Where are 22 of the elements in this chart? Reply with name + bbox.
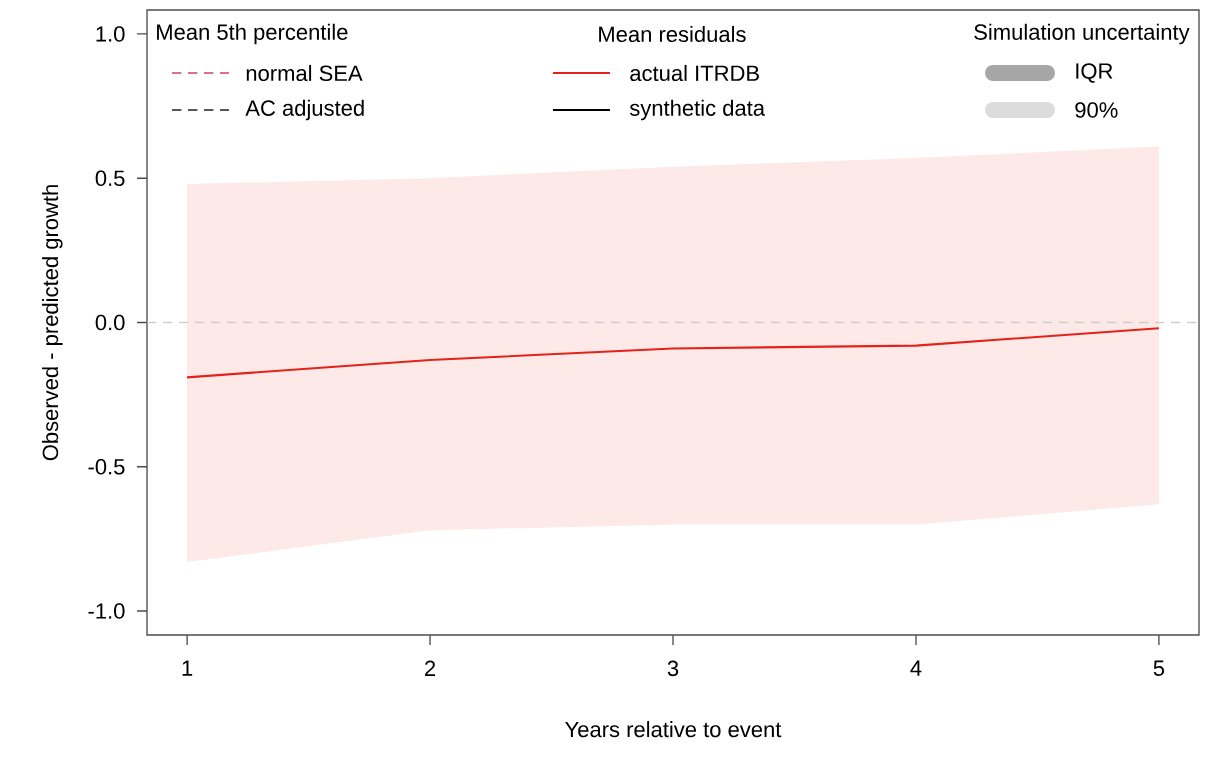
legend-label: normal SEA (246, 64, 363, 82)
y-tick-label: 1.0 (96, 26, 125, 42)
legend-label: AC adjusted (245, 99, 364, 121)
annotation: Mean 5th percentile (157, 23, 348, 45)
legend-label: IQR (1076, 63, 1113, 83)
legend-label: synthetic data (629, 99, 766, 121)
legend-label: 90% (1075, 102, 1118, 118)
x-tick-label: 5 (1153, 660, 1165, 676)
annotation: Simulation uncertainty (974, 23, 1190, 45)
y-tick-label: -1.0 (88, 603, 125, 619)
x-tick-label: 2 (425, 660, 436, 676)
line-series (186, 327, 1160, 379)
legend-label: actual ITRDB (630, 64, 759, 82)
y-tick-label: 0.5 (95, 170, 125, 186)
annotation: Mean residuals (599, 25, 746, 43)
x-tick-label: 1 (182, 660, 193, 676)
y-tick-label: 0.0 (95, 314, 125, 331)
y-tick-label: -0.5 (88, 458, 125, 475)
x-axis-title: Years relative to event (565, 721, 782, 738)
y-axis-title: Observed - predicted growth (42, 185, 63, 461)
x-tick-label: 3 (667, 660, 679, 677)
x-tick-label: 4 (910, 660, 922, 676)
